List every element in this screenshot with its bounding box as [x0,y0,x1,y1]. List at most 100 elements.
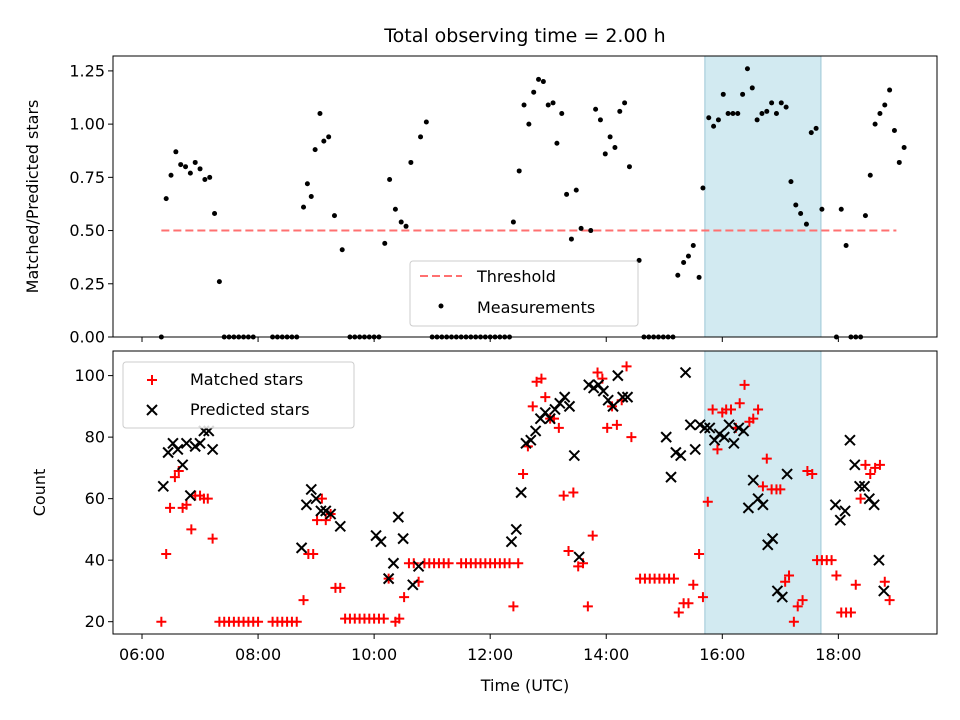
x-tick-label: 18:00 [815,645,861,664]
measurement-point [725,110,731,116]
measurement-point [636,257,642,263]
measurement-point [602,151,608,157]
top-legend-box [409,260,639,327]
measurement-point [808,130,814,136]
measurement-point [550,100,556,106]
measurement-point [573,187,579,193]
predicted-star-point [747,474,759,486]
top-panel: 0.00 0.25 0.50 0.75 1.00 1.25 Matched/Predict… [23,55,938,347]
legend-matched-label: Matched stars [190,370,303,389]
y-tick-label: 80 [85,428,105,447]
predicted-star-point [544,412,556,425]
measurement-point [192,159,198,165]
matched-star-point [757,481,768,492]
matched-star-point [540,392,551,403]
matched-star-point [826,555,837,566]
predicted-star-point [607,400,619,413]
matched-star-point [394,613,405,624]
measurement-point [711,123,717,129]
predicted-star-point [505,536,518,548]
measurement-point [901,145,907,151]
matched-star-point [673,607,684,618]
measurement-point [197,166,203,172]
measurement-point [578,225,584,231]
matched-star-point [874,459,885,470]
measurement-point [735,110,741,116]
predicted-star-point [387,557,400,569]
measurement-point [696,274,702,280]
predicted-star-point [834,514,846,526]
matched-star-point [186,524,197,535]
y-tick-label: 0.75 [69,168,105,187]
predicted-star-point [180,437,193,449]
matched-star-point [298,595,309,606]
measurement-point [173,149,179,155]
measurement-point [183,164,189,170]
measurement-point [685,253,691,259]
measurement-point [163,196,169,202]
measurement-point [597,117,603,123]
x-tick-label: 12:00 [467,645,513,664]
predicted-star-point [612,369,624,382]
measurement-point [778,100,784,106]
predicted-star-point [305,483,317,496]
measurement-point [617,108,623,114]
predicted-star-point [176,459,189,471]
matched-star-point [563,545,574,556]
matched-star-point [855,493,866,504]
predicted-star-point [616,391,629,403]
measurement-point [798,211,804,217]
predicted-star-point [563,400,576,413]
matched-star-point [592,367,603,378]
measurement-point [187,170,193,176]
y-tick-label: 1.25 [69,61,105,80]
predicted-star-point [878,585,890,597]
predicted-star-point [737,425,750,437]
matched-star-point [611,419,622,430]
measurement-point [681,259,687,265]
x-tick-label: 10:00 [351,645,397,664]
predicted-star-point [382,572,395,585]
measurement-point [202,176,208,182]
matched-star-point [702,496,713,507]
predicted-star-point [757,499,769,511]
matched-star-point [831,570,842,581]
matched-star-point [626,432,637,443]
top-y-axis-label: Matched/Predicted stars [23,100,42,294]
predicted-star-point [776,591,788,603]
measurement-point [408,159,414,165]
measurement-point [568,236,574,242]
predicted-star-point [868,499,880,511]
measurement-point [896,159,902,165]
measurement-point [521,102,527,108]
legend-matched-swatch [147,375,157,385]
predicted-star-point [172,443,184,456]
measurement-point [516,168,522,174]
matched-star-point [378,613,389,624]
matched-star-point [558,490,569,501]
matched-star-point [408,558,419,569]
matched-star-point [797,595,808,606]
matched-star-point [181,499,192,510]
predicted-star-point [407,579,419,591]
measurement-point [843,242,849,248]
legend-measurements-swatch [438,303,444,309]
predicted-star-point [675,449,687,462]
measurement-point [813,125,819,131]
predicted-stars-points [157,366,890,603]
predicted-star-point [315,505,327,517]
measurement-point [764,108,770,114]
matched-star-point [860,459,871,470]
matched-star-point [320,515,331,526]
bottom-legend-box [122,361,355,429]
matched-star-point [775,484,786,495]
predicted-star-point [300,499,313,511]
predicted-star-point [597,385,610,397]
matched-star-point [739,379,750,390]
measurement-point [773,110,779,116]
predicted-star-point [766,532,779,545]
measurement-point [862,213,868,219]
measurement-point [540,79,546,85]
measurement-point [526,121,532,127]
measurement-point [510,219,516,225]
